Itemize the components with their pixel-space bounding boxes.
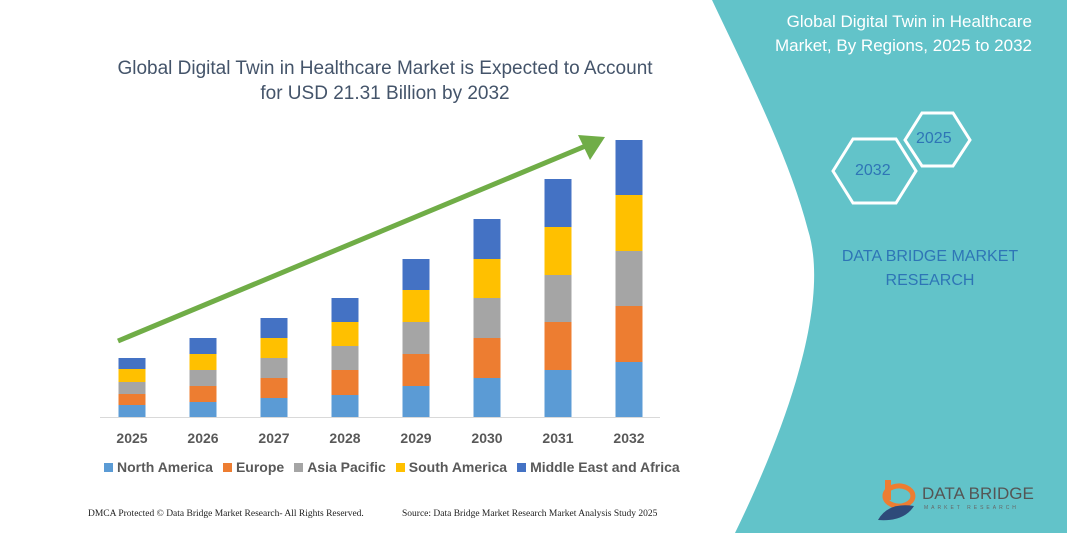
bar-2026-middle-east-and-africa (189, 338, 217, 354)
x-tick-label: 2030 (471, 430, 502, 446)
legend-label: North America (117, 459, 213, 475)
brand-line-1: DATA BRIDGE MARKET (841, 248, 1019, 265)
bar-2032-asia-pacific (615, 251, 643, 306)
legend-swatch (517, 462, 527, 472)
trend-arrow (117, 135, 605, 344)
logo-text: DATA BRIDGE (922, 484, 1034, 503)
bar-2025-europe (118, 394, 146, 405)
bar-2031-europe (544, 322, 572, 370)
bar-2032-europe (615, 306, 643, 362)
bar-2027-middle-east-and-africa (260, 318, 288, 338)
side-title-line-2: Market, By Regions, 2025 to 2032 (774, 36, 1032, 55)
bar-2026-south-america (189, 354, 217, 370)
bar-2029-asia-pacific (402, 322, 430, 354)
legend-item: South America (395, 459, 508, 475)
bar-2027-asia-pacific (260, 358, 288, 378)
bar-2031-middle-east-and-africa (544, 179, 572, 227)
bar-2031-south-america (544, 227, 572, 275)
logo-icon (878, 480, 916, 521)
bar-2029-europe (402, 354, 430, 386)
x-tick-label: 2032 (613, 430, 644, 446)
hexagon-2032 (831, 137, 918, 205)
bar-2029-middle-east-and-africa (402, 259, 430, 290)
bar-2031-north-america (544, 370, 572, 417)
legend-swatch (395, 462, 405, 472)
bar-2029-north-america (402, 386, 430, 417)
legend-swatch (294, 462, 304, 472)
bar-2030-asia-pacific (473, 298, 501, 338)
legend-item: Middle East and Africa (517, 459, 680, 475)
bar-2025-asia-pacific (118, 382, 146, 394)
bar-2025-south-america (118, 369, 146, 382)
bar-2025-middle-east-and-africa (118, 358, 146, 369)
x-tick-label: 2027 (258, 430, 289, 446)
brand-text: DATA BRIDGE MARKET RESEARCH (830, 245, 1030, 293)
bar-2028-middle-east-and-africa (331, 298, 359, 322)
footer-copyright: DMCA Protected © Data Bridge Market Rese… (88, 509, 364, 519)
logo-subtext: MARKET RESEARCH (924, 505, 1019, 511)
bar-2032-north-america (615, 362, 643, 417)
chart-title: Global Digital Twin in Healthcare Market… (100, 56, 670, 106)
hexagon-2025 (903, 111, 972, 168)
title-line-2: for USD 21.31 Billion by 2032 (260, 83, 510, 104)
bar-2030-north-america (473, 378, 501, 417)
hex-label-2025: 2025 (916, 130, 952, 147)
side-panel-title: Global Digital Twin in Healthcare Market… (740, 10, 1032, 58)
bar-2028-europe (331, 370, 359, 395)
bar-2032-south-america (615, 195, 643, 251)
x-tick-label: 2029 (400, 430, 431, 446)
x-tick-label: 2028 (329, 430, 360, 446)
bar-2026-asia-pacific (189, 370, 217, 386)
bar-2027-north-america (260, 398, 288, 417)
legend-swatch (104, 462, 113, 472)
legend-item: Asia Pacific (294, 459, 386, 475)
bar-2028-asia-pacific (331, 346, 359, 370)
brand-line-2: RESEARCH (885, 272, 975, 289)
bar-2026-europe (189, 386, 217, 402)
legend-item: Europe (222, 459, 285, 475)
bar-2027-europe (260, 378, 288, 398)
x-tick-label: 2025 (116, 430, 147, 446)
title-line-1: Global Digital Twin in Healthcare Market… (117, 58, 653, 79)
bar-2029-south-america (402, 290, 430, 322)
x-tick-label: 2026 (187, 430, 218, 446)
x-tick-label: 2031 (542, 430, 573, 446)
bar-2031-asia-pacific (544, 275, 572, 322)
legend-label: Europe (235, 459, 285, 475)
bar-2025-north-america (118, 405, 146, 417)
legend-item: North America (104, 459, 213, 475)
legend-label: Middle East and Africa (530, 459, 680, 475)
legend: North America Europe Asia Pacific South Ame… (104, 459, 680, 475)
bar-2026-north-america (189, 402, 217, 417)
legend-label: Asia Pacific (307, 459, 386, 475)
bar-2030-europe (473, 338, 501, 378)
bar-2027-south-america (260, 338, 288, 358)
hex-label-2032: 2032 (855, 162, 891, 179)
legend-label: South America (408, 459, 508, 475)
bar-2032-middle-east-and-africa (615, 140, 643, 195)
bar-2028-north-america (331, 395, 359, 417)
side-panel (712, 0, 1067, 533)
footer-source: Source: Data Bridge Market Research Mark… (402, 509, 658, 519)
side-title-line-1: Global Digital Twin in Healthcare (786, 12, 1032, 31)
bar-2028-south-america (331, 322, 359, 346)
legend-swatch (222, 462, 232, 472)
bar-2030-middle-east-and-africa (473, 219, 501, 259)
bar-2030-south-america (473, 259, 501, 298)
